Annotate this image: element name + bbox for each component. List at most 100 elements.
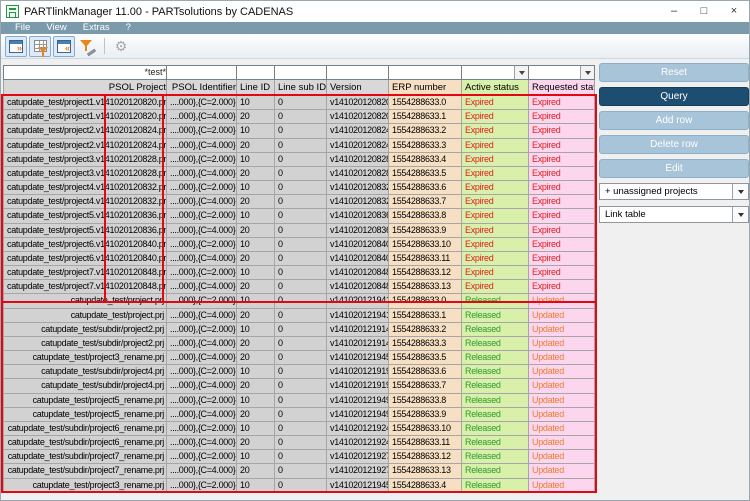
table-row[interactable]: catupdate_test/project7.v141020120848.pr… xyxy=(3,280,595,295)
window-title: PARTlinkManager 11.00 - PARTsolutions by… xyxy=(24,5,294,18)
column-header-identifier[interactable]: PSOL Identifier xyxy=(166,80,236,96)
table-row[interactable]: catupdate_test/project5_rename.prj ....00… xyxy=(3,407,595,422)
column-header-project[interactable]: PSOL Project xyxy=(3,80,166,96)
filter-input-erp-number[interactable] xyxy=(388,65,461,80)
table-row[interactable]: catupdate_test/subdir/project2.prj ....00… xyxy=(3,336,595,352)
cell-requested-status: Updated xyxy=(528,322,595,337)
filter-input-requested-status[interactable] xyxy=(528,65,595,80)
table-row[interactable]: catupdate_test/project6.v141020120840.pr… xyxy=(3,237,595,252)
table-row[interactable]: catupdate_test/project7.v141020120848.pr… xyxy=(3,266,595,281)
table-row[interactable]: catupdate_test/project3_rename.prj ....00… xyxy=(3,478,595,492)
table-row[interactable]: catupdate_test/subdir/project4.prj ....00… xyxy=(3,379,595,394)
cell-requested-status: Expired xyxy=(528,266,595,281)
table-row[interactable]: catupdate_test/subdir/project7_rename.pr… xyxy=(3,450,595,465)
maximize-button[interactable]: □ xyxy=(700,4,708,17)
column-header-requested-status[interactable]: Requested status xyxy=(528,80,595,96)
table-row[interactable]: catupdate_test/project2.v141020120824.pr… xyxy=(3,138,595,153)
cell-erp-number: 1554288633.7 xyxy=(388,195,461,210)
cell-version: v141020121945 xyxy=(326,351,388,366)
edit-button[interactable]: Edit xyxy=(599,159,749,178)
window-controls: – □ × xyxy=(659,2,749,22)
table-row[interactable]: catupdate_test/subdir/project4.prj ....00… xyxy=(3,365,595,380)
table-row[interactable]: catupdate_test/subdir/project2.prj ....00… xyxy=(3,322,595,337)
filter-dropdown-arrow[interactable] xyxy=(514,66,528,79)
table-row[interactable]: catupdate_test/project4.v141020120832.pr… xyxy=(3,195,595,210)
filter-input-version[interactable] xyxy=(326,65,388,80)
table-row[interactable]: catupdate_test/subdir/project6_rename.pr… xyxy=(3,436,595,451)
filter-input-line-sub-id[interactable] xyxy=(274,65,326,80)
chevron-down-icon[interactable] xyxy=(732,184,748,199)
table-row[interactable]: catupdate_test/project3.v141020120828.pr… xyxy=(3,166,595,182)
filter-input-identifier[interactable] xyxy=(166,65,236,80)
reset-button[interactable]: Reset xyxy=(599,63,749,82)
cell-line-id: 20 xyxy=(236,308,274,323)
toolbar-link-table-button[interactable]: » xyxy=(5,35,27,57)
table-row[interactable]: catupdate_test/project6.v141020120840.pr… xyxy=(3,251,595,267)
table-row[interactable]: catupdate_test/subdir/project7_rename.pr… xyxy=(3,464,595,479)
menu-item-extras[interactable]: Extras xyxy=(82,22,110,33)
table-row[interactable]: catupdate_test/project5.v141020120836.pr… xyxy=(3,223,595,238)
menu-item-view[interactable]: View xyxy=(46,22,67,33)
column-header-line-id[interactable]: Line ID xyxy=(236,80,274,96)
cell-line-sub-id: 0 xyxy=(274,223,326,238)
cell-version: v141020121945 xyxy=(326,478,388,492)
cell-line-sub-id: 0 xyxy=(274,294,326,309)
settings-gear-icon: ⚙ xyxy=(114,38,128,54)
cell-identifier: ....000},{C=2.000} xyxy=(166,478,236,492)
column-header-active-status[interactable]: Active status xyxy=(461,80,528,96)
cell-active-status: Expired xyxy=(461,124,528,139)
filter-input-line-id[interactable] xyxy=(236,65,274,80)
add-row-button[interactable]: Add row xyxy=(599,111,749,130)
table-row[interactable]: catupdate_test/project2.v141020120824.pr… xyxy=(3,124,595,139)
link-table-dropdown[interactable]: Link table xyxy=(599,206,749,223)
filter-dropdown-arrow[interactable] xyxy=(580,66,594,79)
cell-project: catupdate_test/project5.v141020120836.pr… xyxy=(3,209,166,224)
column-header-line-sub-id[interactable]: Line sub ID xyxy=(274,80,326,96)
cell-line-id: 10 xyxy=(236,266,274,281)
cell-active-status: Expired xyxy=(461,251,528,267)
close-button[interactable]: × xyxy=(730,4,738,17)
table-row[interactable]: catupdate_test/project3.v141020120828.pr… xyxy=(3,152,595,167)
cell-version: v141020121941 xyxy=(326,294,388,309)
cell-active-status: Released xyxy=(461,365,528,380)
filter-input-active-status[interactable] xyxy=(461,65,528,80)
cell-identifier: ....000},{C=2.000} xyxy=(166,209,236,224)
table-row[interactable]: catupdate_test/project5_rename.prj ....00… xyxy=(3,393,595,408)
cell-erp-number: 1554288633.7 xyxy=(388,379,461,394)
cell-line-sub-id: 0 xyxy=(274,393,326,408)
cell-erp-number: 1554288633.6 xyxy=(388,181,461,196)
table-row[interactable]: catupdate_test/project.prj ....000},{C=4.… xyxy=(3,308,595,323)
cell-erp-number: 1554288633.3 xyxy=(388,138,461,153)
query-button[interactable]: Query xyxy=(599,87,749,106)
table-row[interactable]: catupdate_test/subdir/project6_rename.pr… xyxy=(3,421,595,437)
cell-active-status: Expired xyxy=(461,209,528,224)
cell-active-status: Expired xyxy=(461,237,528,252)
toolbar-clear-filter-button[interactable] xyxy=(77,36,99,57)
table-row[interactable]: catupdate_test/project4.v141020120832.pr… xyxy=(3,181,595,196)
cell-active-status: Released xyxy=(461,379,528,394)
toolbar-filter-table-button[interactable] xyxy=(29,35,51,57)
table-row[interactable]: catupdate_test/project1.v141020120820.pr… xyxy=(3,110,595,125)
cell-identifier: ....000},{C=4.000} xyxy=(166,223,236,238)
chevron-down-icon[interactable] xyxy=(732,207,748,222)
table-row[interactable]: catupdate_test/project3_rename.prj ....00… xyxy=(3,351,595,366)
cell-requested-status: Updated xyxy=(528,464,595,479)
cell-line-sub-id: 0 xyxy=(274,351,326,366)
cell-active-status: Expired xyxy=(461,110,528,125)
cell-identifier: ....000},{C=4.000} xyxy=(166,110,236,125)
cell-active-status: Expired xyxy=(461,280,528,295)
unassigned-projects-dropdown[interactable]: + unassigned projects xyxy=(599,183,749,200)
column-header-erp-number[interactable]: ERP number xyxy=(388,80,461,96)
menu-item-help[interactable]: ? xyxy=(125,22,131,33)
table-row[interactable]: catupdate_test/project1.v141020120820.pr… xyxy=(3,96,595,111)
minimize-button[interactable]: – xyxy=(670,4,678,17)
toolbar-settings-button[interactable]: ⚙ xyxy=(110,36,132,57)
toolbar-erp-table-button[interactable]: « xyxy=(53,35,75,57)
table-row[interactable]: catupdate_test/project.prj ....000},{C=2.… xyxy=(3,294,595,309)
column-header-version[interactable]: Version xyxy=(326,80,388,96)
filter-input-project[interactable]: *test* xyxy=(3,65,166,80)
cell-project: catupdate_test/project6.v141020120840.pr… xyxy=(3,237,166,252)
table-row[interactable]: catupdate_test/project5.v141020120836.pr… xyxy=(3,209,595,224)
delete-row-button[interactable]: Delete row xyxy=(599,135,749,154)
menu-item-file[interactable]: File xyxy=(15,22,31,33)
